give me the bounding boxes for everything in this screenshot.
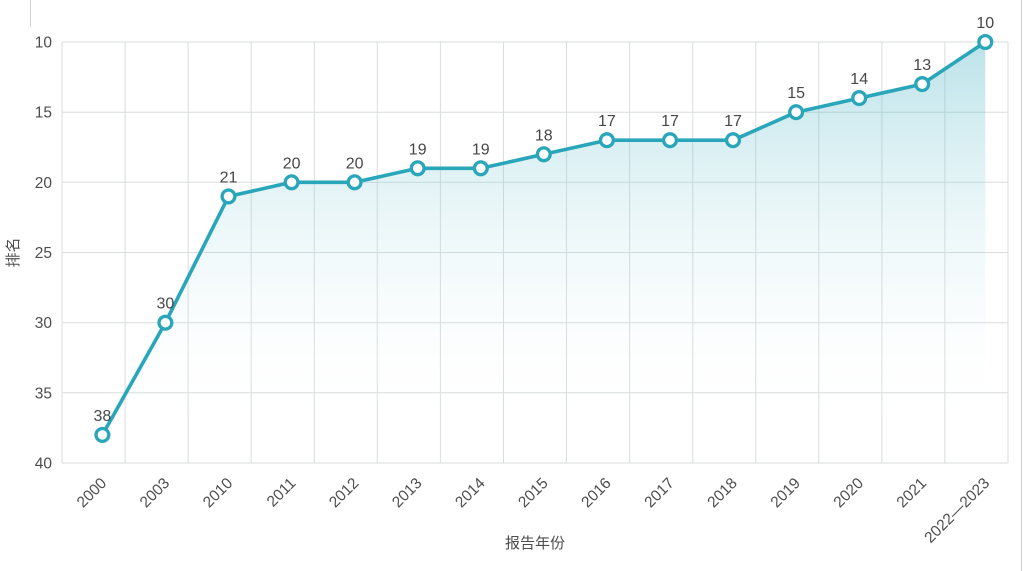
y-tick-label: 35 [35, 385, 52, 402]
data-point[interactable] [598, 132, 615, 149]
data-point[interactable] [661, 132, 679, 149]
data-point[interactable] [724, 132, 742, 149]
x-tick-label: 2011 [264, 475, 300, 511]
x-tick-label: 2021 [894, 475, 930, 511]
data-label: 21 [220, 169, 238, 186]
y-tick-label: 40 [35, 456, 53, 473]
data-label: 13 [913, 57, 931, 74]
x-tick-label: 2019 [768, 475, 804, 511]
data-point[interactable] [535, 146, 552, 163]
x-tick-label: 2000 [74, 475, 111, 512]
data-point[interactable] [94, 426, 111, 443]
data-label: 19 [472, 141, 490, 158]
data-label: 17 [598, 113, 616, 130]
data-label: 14 [850, 71, 868, 88]
y-tick-label: 30 [35, 315, 53, 332]
x-tick-label: 2003 [137, 475, 173, 511]
data-label: 10 [976, 15, 994, 32]
x-axis-title: 报告年份 [505, 535, 565, 552]
x-tick-label: 2022—2023 [921, 475, 993, 547]
page-border-top-left [30, 0, 31, 27]
x-tick-label: 2018 [704, 475, 740, 511]
x-tick-label: 2015 [515, 475, 551, 511]
data-point[interactable] [409, 160, 426, 177]
data-point[interactable] [283, 174, 300, 191]
data-label: 17 [724, 113, 742, 130]
y-tick-label: 10 [35, 35, 53, 52]
data-point[interactable] [472, 160, 489, 177]
y-tick-label: 15 [35, 105, 52, 122]
data-label: 20 [346, 155, 364, 172]
data-label: 18 [535, 127, 553, 144]
data-label: 20 [283, 155, 301, 172]
data-point[interactable] [851, 90, 868, 107]
data-label: 15 [787, 85, 805, 102]
page-border-right [1021, 0, 1022, 571]
data-point[interactable] [914, 76, 931, 93]
data-point[interactable] [788, 104, 805, 121]
data-point[interactable] [220, 188, 237, 205]
x-tick-label: 2010 [200, 475, 237, 512]
x-tick-label: 2020 [831, 475, 868, 512]
data-label: 38 [94, 408, 112, 425]
data-label: 17 [661, 113, 679, 130]
x-tick-label: 2013 [389, 475, 425, 511]
y-axis-title: 排名 [5, 237, 22, 267]
x-tick-label: 2014 [452, 475, 489, 512]
data-label: 19 [409, 141, 427, 158]
data-point[interactable] [977, 33, 994, 51]
data-label: 30 [157, 296, 175, 313]
data-point[interactable] [346, 174, 363, 191]
x-tick-label: 2012 [326, 475, 362, 511]
x-tick-label: 2016 [578, 475, 614, 511]
y-tick-label: 25 [35, 245, 52, 262]
data-point[interactable] [157, 314, 174, 331]
y-tick-label: 20 [35, 175, 53, 192]
area-fill [102, 42, 986, 463]
x-tick-label: 2017 [641, 475, 677, 511]
